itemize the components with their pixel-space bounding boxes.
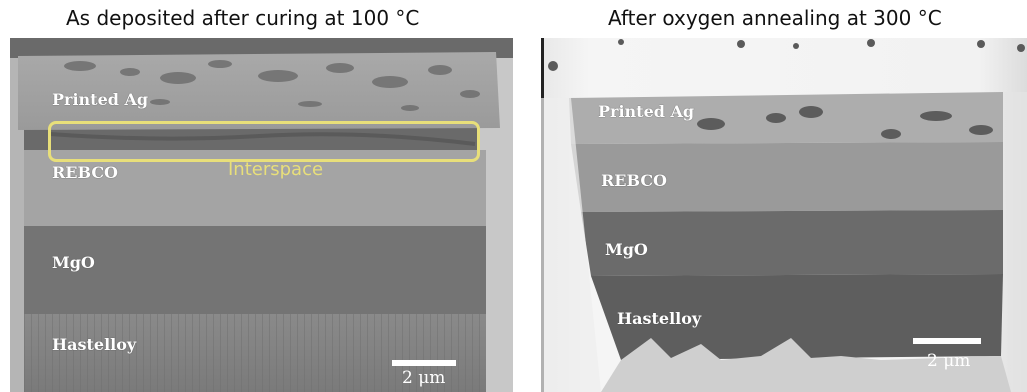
sem-image-as-deposited: Printed Ag REBCO MgO Hastelloy Interspac… [10,38,513,392]
sem-cross-section-left [10,38,513,392]
layer-label-mgo: MgO [605,240,648,259]
interspace-highlight-box [48,121,480,162]
layer-label-printed-ag: Printed Ag [598,102,695,121]
panel-title-oxygen-annealed: After oxygen annealing at 300 °C [608,6,942,30]
sem-image-oxygen-annealed: Printed Ag REBCO MgO Hastelloy 2 μm [541,38,1027,392]
layer-label-hastelloy: Hastelloy [52,335,137,354]
layer-label-mgo: MgO [52,253,95,272]
scale-bar-right [913,338,981,344]
layer-label-printed-ag: Printed Ag [52,90,149,109]
sem-cross-section-right [541,38,1027,392]
layer-label-hastelloy: Hastelloy [617,309,702,328]
scale-bar-label-left: 2 μm [402,368,446,388]
interspace-label: Interspace [228,159,324,180]
layer-label-rebco: REBCO [601,171,667,190]
layer-label-rebco: REBCO [52,163,118,182]
scale-bar-left [392,360,456,366]
panel-title-as-deposited: As deposited after curing at 100 °C [66,6,420,30]
scale-bar-label-right: 2 μm [927,351,971,371]
